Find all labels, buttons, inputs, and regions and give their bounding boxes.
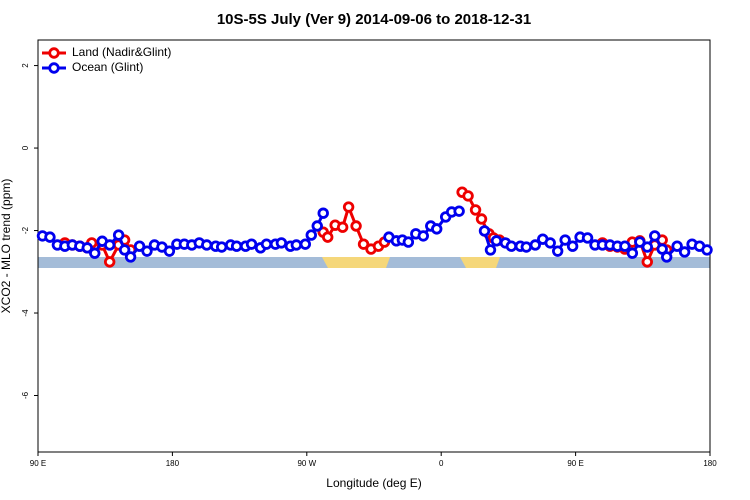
y-tick-label: -2 bbox=[21, 226, 30, 234]
series-marker bbox=[215, 241, 228, 253]
series-marker bbox=[619, 240, 631, 252]
series-marker bbox=[649, 230, 661, 242]
series-marker bbox=[505, 240, 518, 252]
series-marker bbox=[260, 238, 273, 250]
series-marker bbox=[671, 240, 683, 252]
series-marker bbox=[112, 229, 125, 241]
series-marker bbox=[656, 243, 668, 255]
series-marker bbox=[322, 231, 334, 243]
series-marker bbox=[317, 207, 329, 219]
x-tick-label: 90 E bbox=[567, 459, 583, 468]
series-marker bbox=[342, 201, 355, 213]
chart-title: 10S-5S July (Ver 9) 2014-09-06 to 2018-1… bbox=[217, 11, 531, 28]
y-tick-label: -4 bbox=[21, 309, 30, 317]
y-tick-label: 0 bbox=[21, 145, 30, 150]
x-tick-label: 90 W bbox=[297, 459, 316, 468]
series-marker bbox=[44, 231, 56, 243]
series-marker bbox=[103, 239, 116, 251]
series-marker bbox=[544, 237, 556, 249]
series-marker bbox=[81, 242, 93, 254]
legend-label: Land (Nadir&Glint) bbox=[72, 45, 171, 59]
series-marker bbox=[141, 245, 153, 257]
series-marker bbox=[350, 220, 362, 232]
series-marker bbox=[431, 223, 443, 235]
series-marker bbox=[701, 244, 713, 256]
series-marker bbox=[484, 244, 497, 256]
series-marker bbox=[678, 246, 691, 258]
series-marker bbox=[566, 240, 579, 252]
series-marker bbox=[103, 256, 116, 268]
series-marker bbox=[559, 234, 571, 246]
series-marker bbox=[478, 225, 491, 237]
series-marker bbox=[275, 237, 288, 249]
x-tick-label: 180 bbox=[166, 459, 180, 468]
series-marker bbox=[641, 256, 653, 268]
series-marker bbox=[626, 247, 639, 259]
series-marker bbox=[641, 241, 653, 253]
series-marker bbox=[417, 230, 429, 242]
series-marker bbox=[357, 238, 370, 250]
series-marker bbox=[475, 213, 488, 225]
y-tick-label: -6 bbox=[21, 391, 30, 399]
x-axis-label: Longitude (deg E) bbox=[326, 476, 421, 490]
series-marker bbox=[520, 241, 533, 253]
series-marker bbox=[634, 236, 646, 248]
series-marker bbox=[462, 190, 474, 202]
y-tick-label: 2 bbox=[21, 63, 30, 68]
series-marker bbox=[118, 244, 131, 256]
series-marker bbox=[230, 240, 243, 252]
x-tick-label: 180 bbox=[703, 459, 717, 468]
series-marker bbox=[660, 251, 673, 263]
series-marker bbox=[311, 220, 323, 232]
series-marker bbox=[89, 247, 101, 259]
x-tick-label: 0 bbox=[439, 459, 444, 468]
series-marker bbox=[245, 238, 258, 250]
series-line bbox=[64, 190, 669, 264]
land-strip bbox=[460, 257, 500, 268]
series-marker bbox=[163, 245, 176, 257]
series-marker bbox=[201, 239, 213, 251]
land-strip bbox=[322, 257, 390, 268]
x-tick-label: 90 E bbox=[30, 459, 46, 468]
series-marker bbox=[490, 235, 503, 247]
series-marker bbox=[469, 204, 482, 216]
series-marker bbox=[290, 239, 303, 251]
series-marker bbox=[299, 238, 312, 250]
legend-marker bbox=[48, 47, 60, 59]
legend-label: Ocean (Glint) bbox=[72, 60, 143, 74]
series-marker bbox=[581, 232, 594, 244]
series-marker bbox=[305, 229, 317, 241]
series-marker bbox=[336, 221, 349, 233]
legend-marker bbox=[48, 62, 60, 74]
series-marker bbox=[529, 239, 541, 251]
series-marker bbox=[133, 240, 146, 252]
series-marker bbox=[124, 251, 137, 263]
series-marker bbox=[402, 236, 415, 248]
y-axis-label: XCO2 - MLO trend (ppm) bbox=[0, 179, 13, 314]
series-marker bbox=[453, 205, 465, 217]
series-marker bbox=[551, 245, 564, 257]
